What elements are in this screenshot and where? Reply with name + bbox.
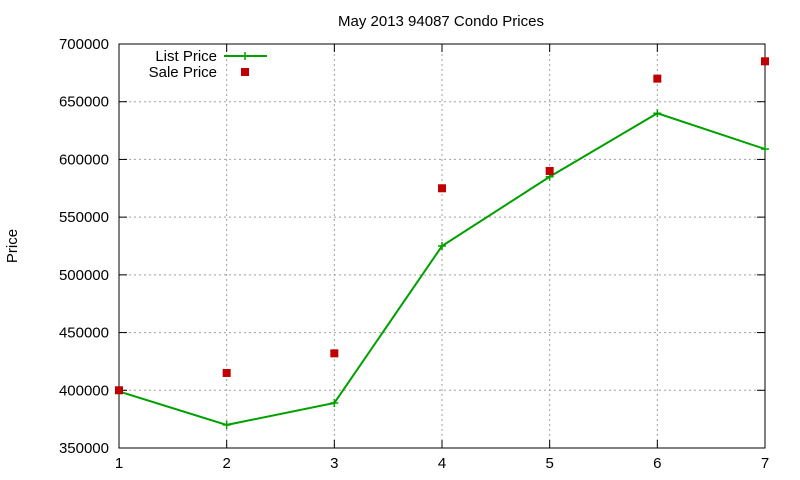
- y-tick-label: 700000: [59, 36, 109, 53]
- legend-swatch-sale-price: [241, 68, 249, 76]
- list-price-point: [761, 145, 769, 154]
- x-tick-label: 2: [222, 455, 230, 472]
- chart-title: May 2013 94087 Condo Prices: [338, 13, 544, 30]
- y-tick-label: 550000: [59, 209, 109, 226]
- y-tick-label: 350000: [59, 440, 109, 457]
- series-layer: [115, 57, 769, 429]
- sale-price-point: [115, 386, 123, 395]
- y-tick-label: 400000: [59, 382, 109, 399]
- list-price-point: [222, 420, 231, 429]
- x-tick-label: 5: [545, 455, 553, 472]
- sale-price-point: [330, 349, 339, 358]
- legend-swatches: [224, 52, 267, 76]
- y-axis-label: Price: [4, 229, 21, 263]
- sale-price-point: [653, 74, 662, 83]
- sale-price-point: [222, 368, 231, 377]
- sale-price-point: [545, 166, 554, 175]
- list-price-point: [653, 109, 662, 118]
- x-tick-label: 4: [438, 455, 446, 472]
- x-tick-label: 6: [653, 455, 661, 472]
- y-tick-label: 500000: [59, 267, 109, 284]
- x-tick-label: 7: [761, 455, 769, 472]
- y-tick-label: 650000: [59, 94, 109, 111]
- legend-label-sale-price: Sale Price: [149, 64, 217, 81]
- tick-layer: 350000 400000 450000 500000 550000 600000 6500…: [59, 36, 769, 472]
- sale-price-point: [761, 57, 769, 66]
- y-tick-label: 450000: [59, 325, 109, 342]
- list-price-point: [438, 242, 446, 250]
- x-tick-label: 3: [330, 455, 338, 472]
- legend-label-list-price: List Price: [155, 48, 217, 65]
- sale-price-point: [438, 184, 446, 193]
- list-price-point: [330, 398, 339, 407]
- y-tick-label: 600000: [59, 151, 109, 168]
- legend: List Price Sale Price: [149, 48, 267, 81]
- x-tick-label: 1: [115, 455, 123, 472]
- legend-marker-list-price: [241, 52, 249, 60]
